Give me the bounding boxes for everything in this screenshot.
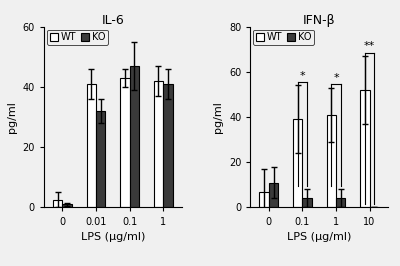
Text: *: * — [300, 71, 305, 81]
Bar — [260, 192, 269, 207]
Bar — [269, 183, 278, 207]
Bar — [293, 119, 302, 207]
Bar — [302, 198, 312, 207]
Bar — [360, 90, 370, 207]
X-axis label: LPS (μg/ml): LPS (μg/ml) — [81, 232, 145, 242]
X-axis label: LPS (μg/ml): LPS (μg/ml) — [287, 232, 351, 242]
Text: **: ** — [364, 41, 375, 52]
Bar — [96, 111, 106, 207]
Bar — [62, 205, 72, 207]
Legend: WT, KO: WT, KO — [47, 30, 108, 45]
Bar — [163, 84, 172, 207]
Legend: WT, KO: WT, KO — [253, 30, 314, 45]
Y-axis label: pg/ml: pg/ml — [7, 101, 17, 133]
Bar — [154, 81, 163, 207]
Text: *: * — [333, 73, 339, 83]
Y-axis label: pg/ml: pg/ml — [214, 101, 224, 133]
Bar — [336, 198, 345, 207]
Bar — [53, 200, 62, 207]
Bar — [326, 115, 336, 207]
Title: IFN-β: IFN-β — [303, 14, 336, 27]
Bar — [130, 66, 139, 207]
Bar — [87, 84, 96, 207]
Bar — [120, 78, 130, 207]
Title: IL-6: IL-6 — [102, 14, 124, 27]
